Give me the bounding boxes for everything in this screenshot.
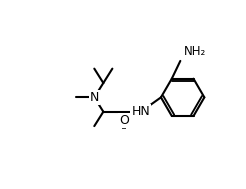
Text: HN: HN xyxy=(131,105,150,118)
Text: O: O xyxy=(119,114,129,127)
Text: N: N xyxy=(90,91,99,104)
Text: NH₂: NH₂ xyxy=(184,45,206,58)
